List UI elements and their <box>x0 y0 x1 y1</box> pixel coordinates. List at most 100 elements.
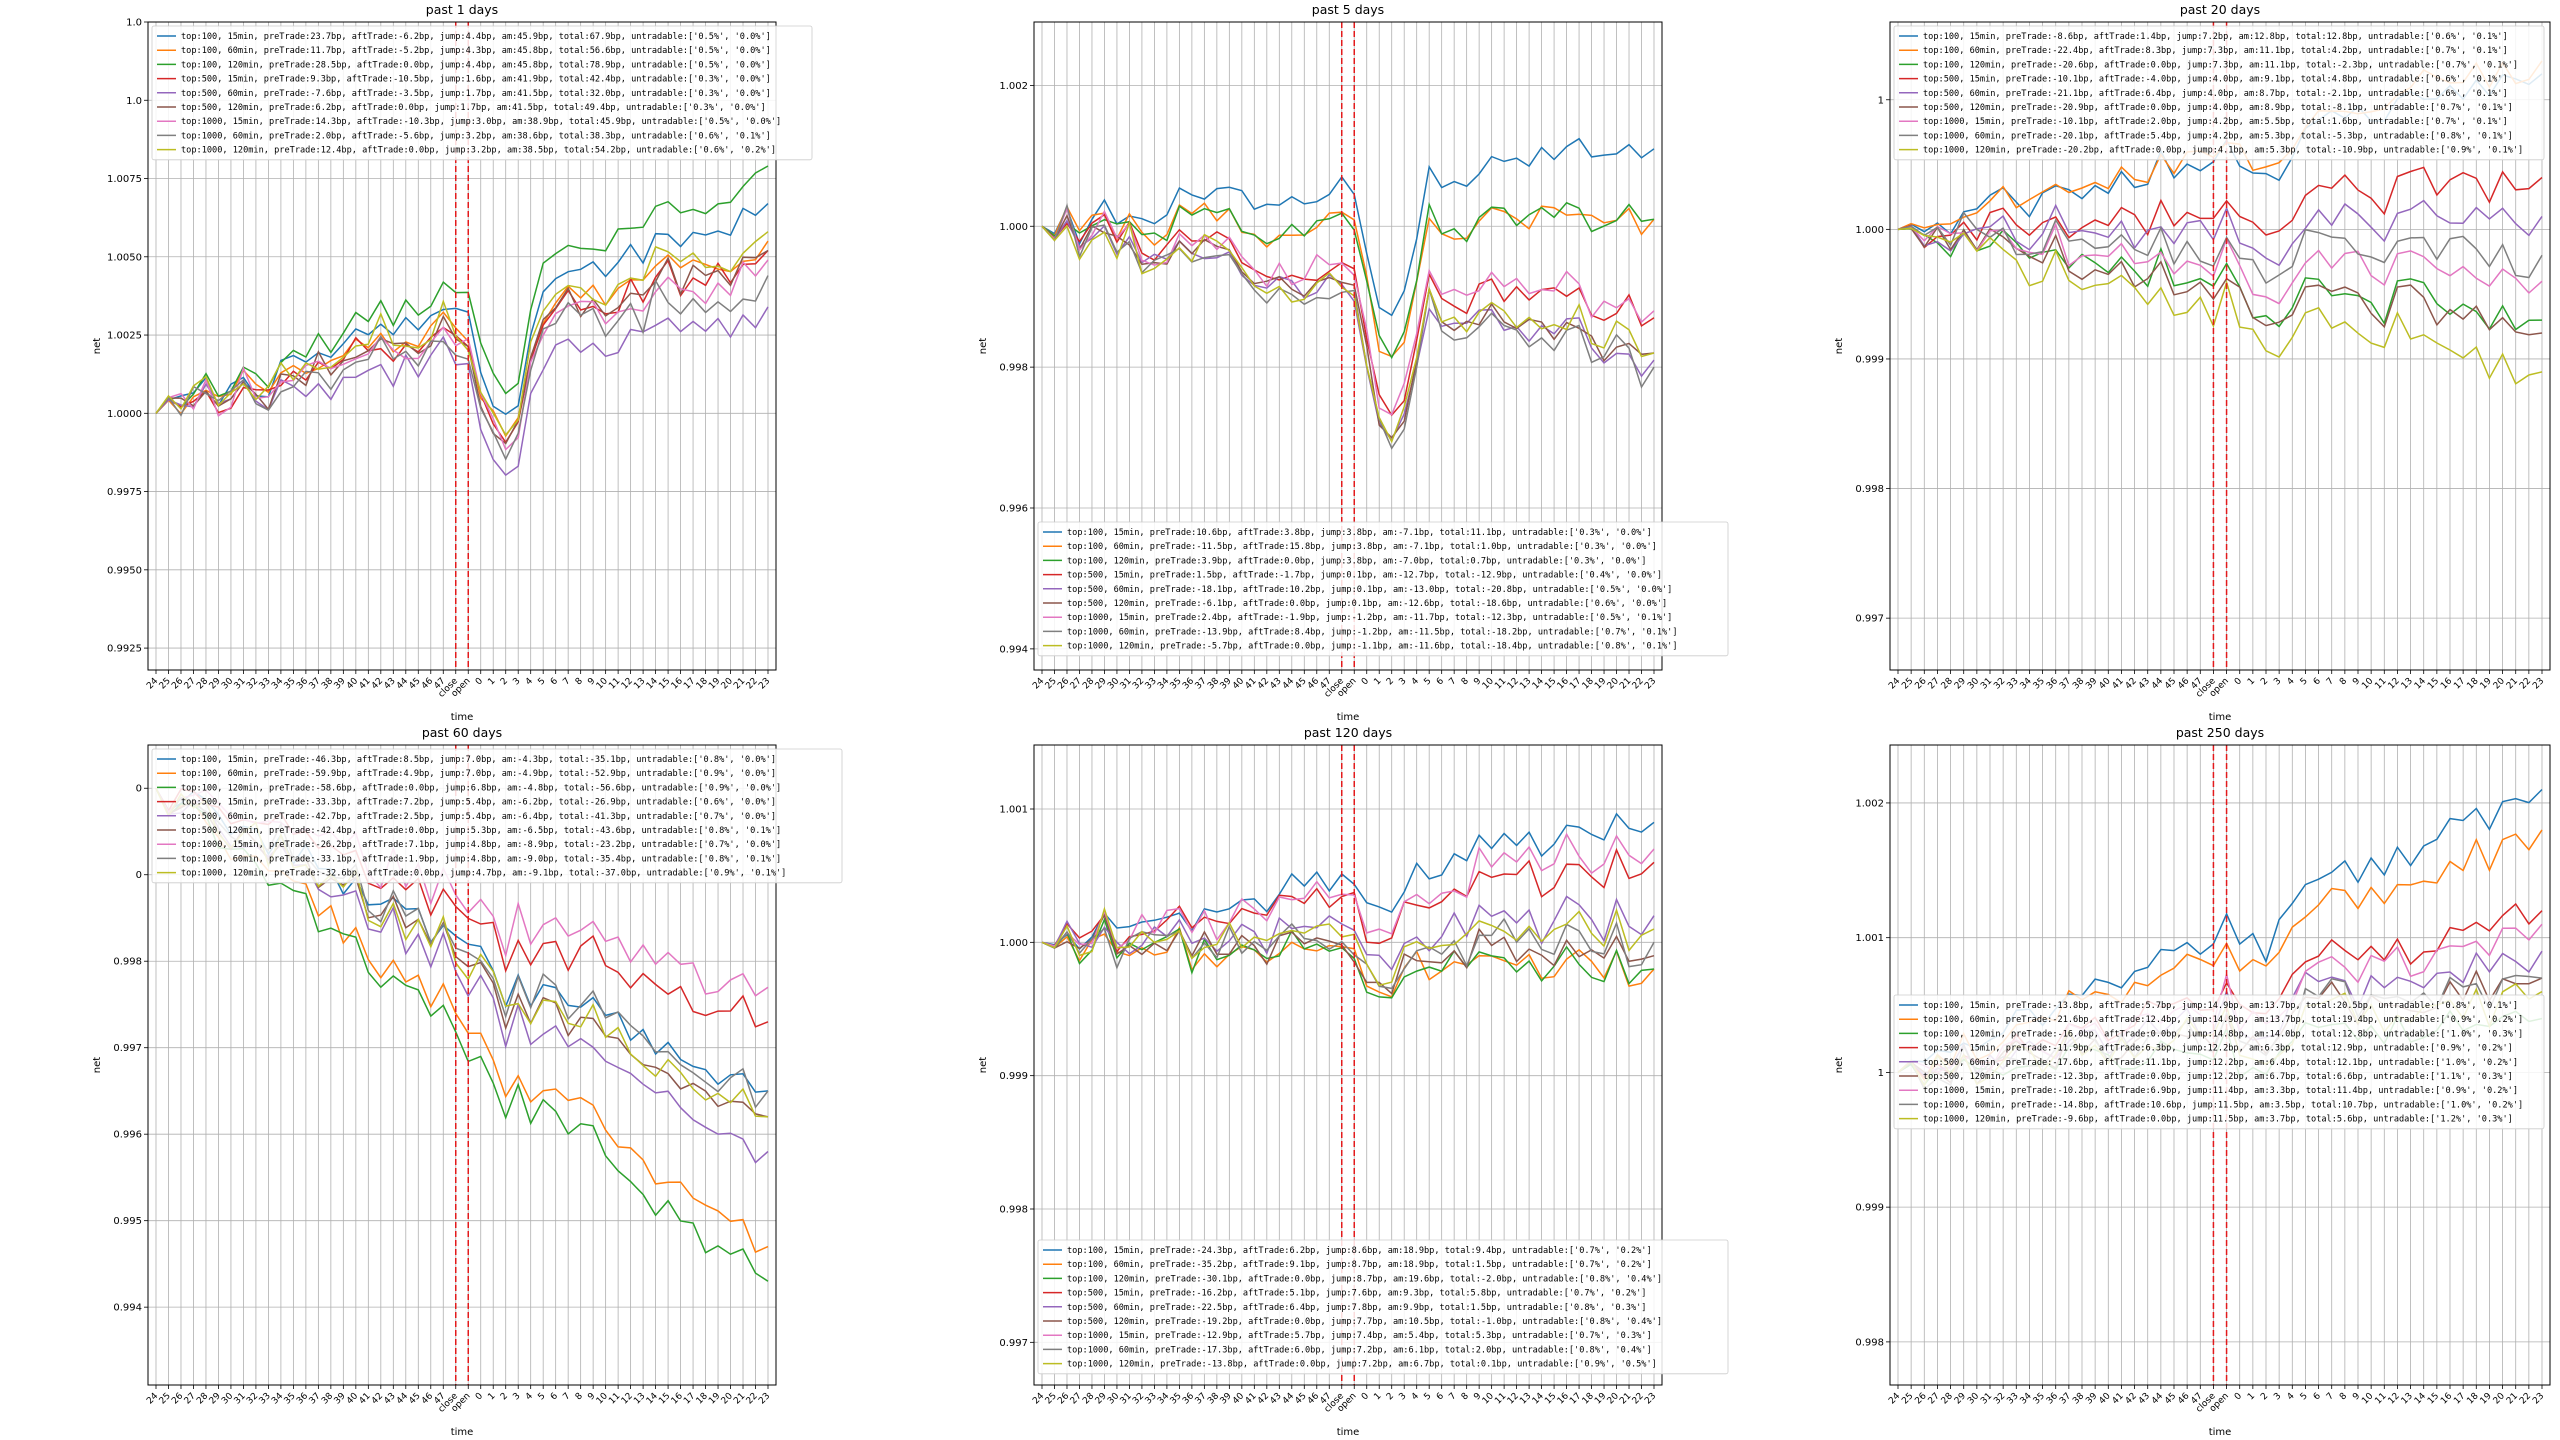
y-tick-label: 1.000 <box>999 222 1028 233</box>
chart-panel: past 5 days0.9940.9960.9981.0001.0022425… <box>978 2 1729 723</box>
legend: top:100, 15min, preTrade:-8.6bp, aftTrad… <box>1893 25 2545 161</box>
x-tick-label: 8 <box>2338 676 2349 687</box>
y-tick-label: 0.996 <box>113 1130 142 1141</box>
y-tick-label: 1 <box>1878 1068 1884 1079</box>
x-axis-label: time <box>1337 1427 1360 1438</box>
series-line <box>155 165 769 414</box>
series-line <box>1897 227 2543 385</box>
x-tick-label: 0 <box>1360 676 1371 687</box>
x-tick-label: 1 <box>486 676 497 687</box>
x-tick-label: 5 <box>2299 676 2310 687</box>
y-tick-label: 0.997 <box>999 1338 1028 1349</box>
chart-title: past 20 days <box>2180 2 2260 17</box>
chart-title: past 120 days <box>1304 725 1392 740</box>
x-tick-label: 8 <box>1460 676 1471 687</box>
y-axis-label: net <box>1834 338 1845 354</box>
y-tick-label: 0.997 <box>113 1043 142 1054</box>
legend-entry: top:100, 15min, preTrade:-13.8bp, aftTra… <box>1923 1001 2518 1011</box>
x-tick-label: 0 <box>1360 1391 1371 1402</box>
legend-entry: top:500, 60min, preTrade:-21.1bp, aftTra… <box>1923 89 2508 99</box>
legend-entry: top:500, 120min, preTrade:6.2bp, aftTrad… <box>181 103 766 113</box>
x-tick-label: 2 <box>499 1391 510 1402</box>
legend-entry: top:500, 15min, preTrade:-11.9bp, aftTra… <box>1923 1044 2513 1054</box>
y-tick-label: 1.0075 <box>107 174 142 185</box>
axes-frame <box>147 21 777 671</box>
x-tick-label: 23 <box>1643 676 1658 691</box>
series-line <box>155 275 769 461</box>
x-tick-label: 0 <box>2233 676 2244 687</box>
legend-box <box>1893 25 2545 161</box>
legend-box <box>1893 994 2545 1130</box>
x-tick-label: 9 <box>586 1391 597 1402</box>
x-tick-label: 23 <box>757 1391 772 1406</box>
legend-entry: top:500, 15min, preTrade:-10.1bp, aftTra… <box>1923 75 2508 85</box>
axes-frame <box>1033 21 1663 671</box>
x-tick-label: 6 <box>549 1391 560 1402</box>
series-line <box>1897 222 2543 305</box>
x-tick-label: 9 <box>1472 676 1483 687</box>
legend-entry: top:500, 15min, preTrade:-16.2bp, aftTra… <box>1067 1289 1646 1299</box>
x-tick-label: 2 <box>1385 1391 1396 1402</box>
legend-entry: top:100, 60min, preTrade:-22.4bp, aftTra… <box>1923 46 2508 56</box>
series-line <box>1041 917 1655 990</box>
x-tick-label: 9 <box>2351 676 2362 687</box>
series-line <box>155 240 769 438</box>
legend-entry: top:100, 60min, preTrade:-21.6bp, aftTra… <box>1923 1015 2523 1025</box>
x-tick-label: 7 <box>561 676 572 687</box>
x-tick-label: 4 <box>524 1391 535 1402</box>
x-tick-label: 0 <box>474 676 485 687</box>
y-tick-label: 0.994 <box>113 1303 142 1314</box>
legend-entry: top:500, 60min, preTrade:-18.1bp, aftTra… <box>1067 585 1672 595</box>
y-tick-label: 1.000 <box>1855 225 1884 236</box>
y-tick-label: 0.999 <box>1855 1203 1884 1214</box>
x-tick-label: 6 <box>2312 1391 2323 1402</box>
chart-panel: past 250 days0.9980.99911.0011.002242526… <box>1834 725 2551 1438</box>
y-axis-label: net <box>92 338 103 354</box>
series-line <box>1041 832 1655 950</box>
legend: top:100, 15min, preTrade:23.7bp, aftTrad… <box>151 25 813 161</box>
series-line <box>155 249 769 445</box>
x-tick-label: 23 <box>757 676 772 691</box>
x-tick-label: 1 <box>1372 676 1383 687</box>
chart-panel: past 60 days 0.994 0.995 0.996 0.997 0.998 0 0 2… <box>92 725 843 1438</box>
y-tick-label: 1.002 <box>1855 798 1884 809</box>
x-tick-label: 6 <box>1435 1391 1446 1402</box>
x-tick-label: 1 <box>2246 1391 2257 1402</box>
legend-entry: top:500, 15min, preTrade:1.5bp, aftTrade… <box>1067 571 1662 581</box>
legend-entry: top:1000, 60min, preTrade:-14.8bp, aftTr… <box>1923 1100 2523 1110</box>
x-tick-label: 2 <box>499 676 510 687</box>
y-tick-label: 0.9950 <box>107 565 142 576</box>
x-tick-label: 8 <box>574 676 585 687</box>
legend: top:100, 15min, preTrade:-13.8bp, aftTra… <box>1893 994 2545 1130</box>
series-line <box>155 231 769 437</box>
x-axis-label: time <box>451 712 474 723</box>
x-tick-label: 2 <box>1385 676 1396 687</box>
legend: top:100, 15min, preTrade:-46.3bp, aftTra… <box>151 748 843 884</box>
x-tick-label: 8 <box>574 1391 585 1402</box>
legend-entry: top:1000, 60min, preTrade:-17.3bp, aftTr… <box>1067 1345 1652 1355</box>
legend-entry: top:100, 60min, preTrade:11.7bp, aftTrad… <box>181 46 771 56</box>
chart-title: past 250 days <box>2176 725 2264 740</box>
series-line <box>1897 211 2543 285</box>
x-tick-label: 3 <box>1397 1391 1408 1402</box>
legend-entry: top:1000, 120min, preTrade:-5.7bp, aftTr… <box>1067 642 1678 652</box>
x-tick-label: 4 <box>1410 1391 1421 1402</box>
y-tick-label: 0.999 <box>999 1071 1028 1082</box>
legend-entry: top:500, 60min, preTrade:-42.7bp, aftTra… <box>181 812 776 822</box>
x-tick-label: 4 <box>524 676 535 687</box>
legend-entry: top:1000, 15min, preTrade:-12.9bp, aftTr… <box>1067 1331 1652 1341</box>
series-line <box>1041 925 1655 998</box>
legend-entry: top:1000, 15min, preTrade:-26.2bp, aftTr… <box>181 840 781 850</box>
x-tick-label: 2 <box>2259 676 2270 687</box>
x-tick-label: 0 <box>474 1391 485 1402</box>
chart-title: past 5 days <box>1312 2 1384 17</box>
legend: top:100, 15min, preTrade:-24.3bp, aftTra… <box>1037 1239 1729 1375</box>
axes-frame <box>147 744 777 1386</box>
x-tick-label: 5 <box>1422 676 1433 687</box>
x-tick-label: 3 <box>2272 1391 2283 1402</box>
y-tick-label: 1.0 <box>126 18 142 29</box>
chart-title: past 1 days <box>426 2 498 17</box>
x-tick-label: 4 <box>2286 676 2297 687</box>
legend-entry: top:500, 120min, preTrade:-12.3bp, aftTr… <box>1923 1072 2513 1082</box>
legend-entry: top:100, 120min, preTrade:28.5bp, aftTra… <box>181 60 771 70</box>
